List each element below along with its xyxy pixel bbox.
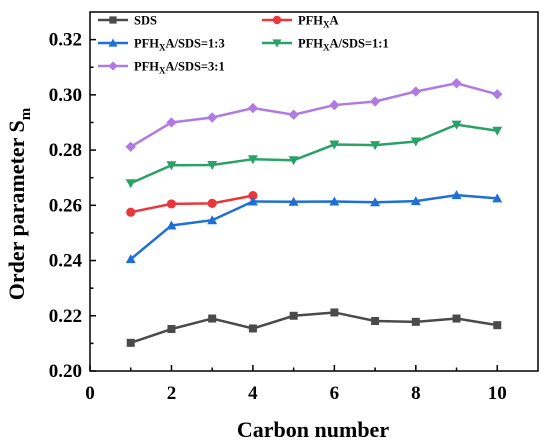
data-point bbox=[108, 38, 118, 47]
data-point bbox=[410, 196, 421, 206]
data-point bbox=[247, 155, 258, 165]
data-point bbox=[167, 325, 176, 334]
y-axis-title-subscript: m bbox=[18, 107, 34, 120]
data-point bbox=[411, 317, 420, 326]
y-axis-title: Order parameter Sm bbox=[4, 107, 34, 300]
data-point bbox=[166, 117, 177, 128]
series bbox=[125, 120, 503, 189]
x-tick-label: 2 bbox=[167, 383, 177, 404]
data-point bbox=[288, 196, 299, 206]
data-point bbox=[206, 112, 218, 123]
x-tick-label: 4 bbox=[248, 383, 258, 404]
plot-frame bbox=[89, 11, 539, 372]
data-point bbox=[410, 137, 421, 147]
legend-label: PFHXA bbox=[298, 14, 339, 30]
data-point bbox=[125, 254, 136, 264]
y-tick-label: 0.30 bbox=[49, 85, 82, 106]
data-point bbox=[329, 196, 340, 206]
data-point bbox=[370, 197, 381, 207]
legend-label: PFHXA/SDS=1:1 bbox=[298, 37, 389, 53]
data-point bbox=[247, 102, 259, 114]
y-tick-label: 0.26 bbox=[49, 195, 82, 216]
y-tick-label: 0.28 bbox=[49, 140, 82, 161]
series bbox=[125, 190, 503, 264]
series bbox=[126, 191, 258, 217]
series-line bbox=[130, 194, 254, 214]
data-point bbox=[451, 78, 462, 89]
data-point bbox=[288, 109, 299, 120]
legend: SDS PFHXA PFHXA/SDS=1:3 PFHXA/SDS=1:1 PFHXA/… bbox=[98, 14, 389, 76]
data-point bbox=[288, 156, 299, 166]
data-point bbox=[126, 207, 136, 217]
x-axis-title: Carbon number bbox=[237, 417, 389, 442]
y-tick-label: 0.20 bbox=[49, 361, 82, 382]
data-point bbox=[248, 191, 258, 201]
data-point bbox=[492, 193, 503, 203]
legend-entry: SDS bbox=[98, 14, 157, 28]
legend-label: SDS bbox=[134, 14, 157, 28]
y-tick-label: 0.22 bbox=[49, 306, 82, 327]
x-tick-label: 8 bbox=[411, 383, 421, 404]
data-point bbox=[207, 198, 217, 208]
y-axis-title-main: Order parameter S bbox=[4, 120, 29, 300]
y-tick-label: 0.24 bbox=[49, 251, 83, 272]
data-point bbox=[166, 161, 177, 171]
data-point bbox=[452, 314, 461, 323]
series-line bbox=[130, 311, 498, 345]
data-point bbox=[109, 16, 117, 24]
series bbox=[126, 308, 502, 347]
legend-label: PFHXA/SDS=3:1 bbox=[134, 60, 225, 76]
data-point bbox=[329, 99, 340, 111]
data-point bbox=[108, 61, 118, 71]
series-line bbox=[129, 193, 498, 261]
data-point bbox=[370, 141, 381, 151]
data-point bbox=[208, 314, 217, 323]
series-line bbox=[130, 81, 498, 148]
axes: 0 2 4 6 8 10 0.20 0.22 0.24 0.26 0.28 0.30 0.32 bbox=[49, 11, 539, 404]
data-point bbox=[272, 15, 282, 25]
data-point bbox=[272, 39, 282, 48]
x-tick-label: 0 bbox=[85, 383, 95, 404]
data-point bbox=[125, 179, 136, 189]
legend-entry: PFHXA/SDS=1:1 bbox=[262, 37, 389, 53]
x-tick-label: 6 bbox=[330, 383, 340, 404]
series-layer bbox=[125, 78, 503, 347]
series bbox=[125, 78, 503, 152]
data-point bbox=[207, 215, 218, 225]
data-point bbox=[451, 190, 462, 200]
legend-label: PFHXA/SDS=1:3 bbox=[134, 37, 225, 53]
data-point bbox=[492, 126, 503, 136]
data-point bbox=[493, 321, 502, 330]
data-point bbox=[492, 89, 503, 100]
legend-entry: PFHXA bbox=[262, 14, 339, 30]
data-point bbox=[125, 141, 136, 152]
data-point bbox=[166, 220, 177, 230]
x-tick-label: 10 bbox=[488, 383, 507, 404]
data-point bbox=[410, 86, 422, 97]
data-point bbox=[247, 196, 258, 206]
data-point bbox=[207, 160, 218, 170]
legend-entry: PFHXA/SDS=3:1 bbox=[98, 60, 225, 76]
data-point bbox=[126, 338, 135, 347]
data-point bbox=[451, 120, 462, 130]
series-line bbox=[130, 123, 498, 185]
data-point bbox=[371, 317, 380, 326]
data-point bbox=[369, 96, 381, 107]
data-point bbox=[166, 199, 177, 209]
data-point bbox=[329, 140, 340, 150]
y-tick-label: 0.32 bbox=[49, 30, 82, 51]
data-point bbox=[289, 311, 298, 320]
legend-entry: PFHXA/SDS=1:3 bbox=[98, 37, 225, 53]
data-point bbox=[248, 324, 257, 333]
data-point bbox=[330, 308, 339, 317]
